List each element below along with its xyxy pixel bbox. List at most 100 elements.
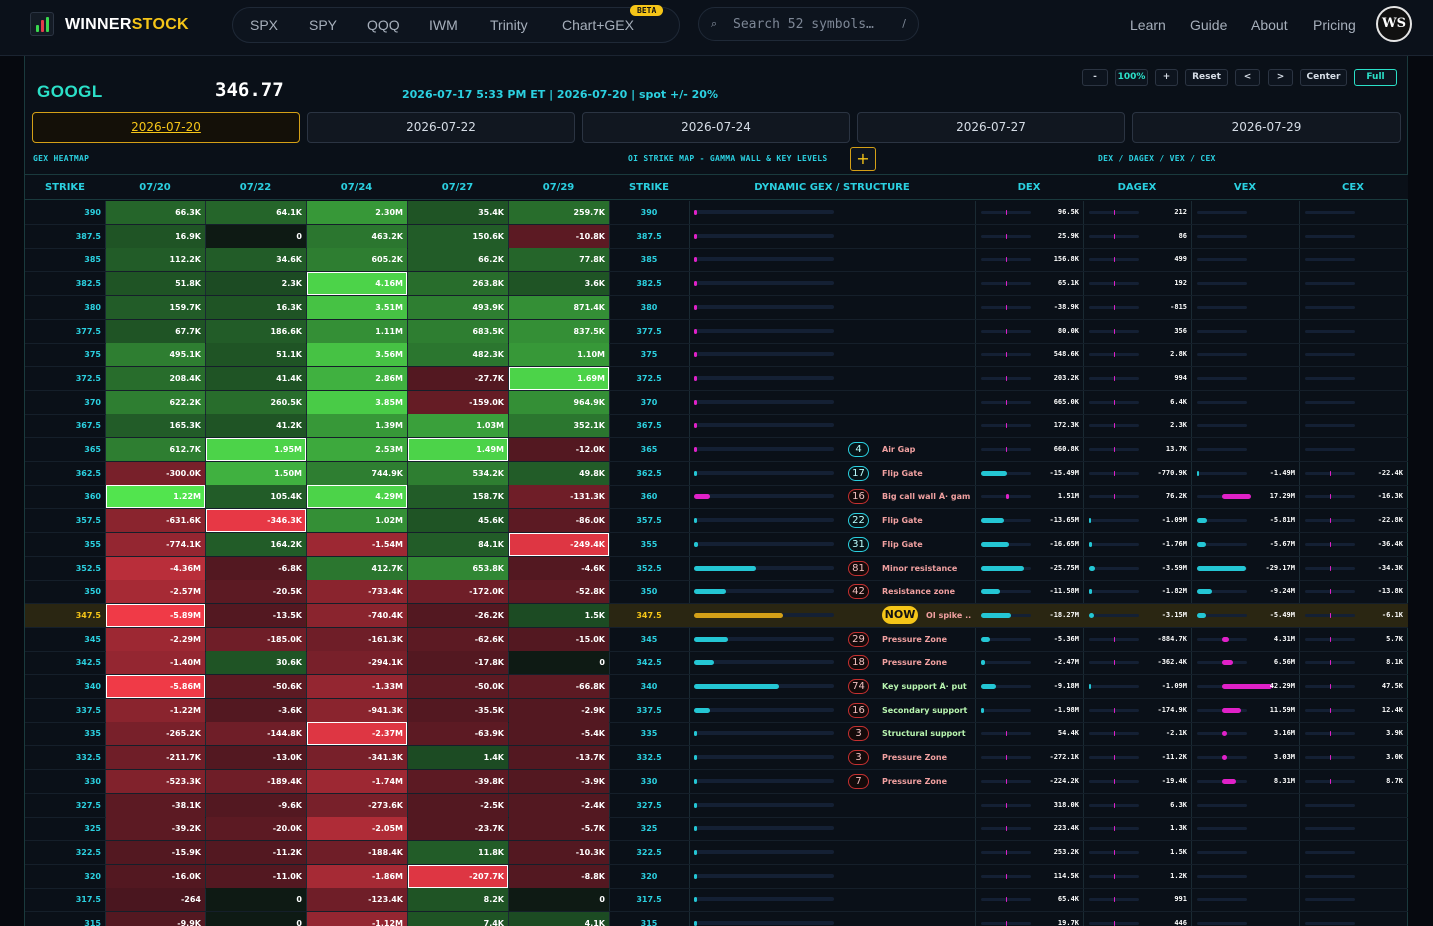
heatmap-cell[interactable]: 1.39M (307, 414, 407, 437)
heatmap-cell[interactable]: -50.0K (408, 675, 508, 698)
heatmap-cell[interactable]: -740.4K (307, 604, 407, 627)
heatmap-cell[interactable]: 683.5K (408, 320, 508, 343)
heatmap-cell[interactable]: -5.89M (106, 604, 205, 627)
heatmap-cell[interactable]: -189.4K (206, 770, 306, 793)
heatmap-cell[interactable]: -13.0K (206, 746, 306, 769)
heatmap-cell[interactable]: 0 (206, 225, 306, 248)
heatmap-cell[interactable]: -62.6K (408, 628, 508, 651)
heatmap-cell[interactable]: -631.6K (106, 509, 205, 532)
heatmap-cell[interactable]: 34.6K (206, 248, 306, 271)
heatmap-cell[interactable]: 622.2K (106, 391, 205, 414)
heatmap-cell[interactable]: -1.22M (106, 699, 205, 722)
heatmap-cell[interactable]: 16.3K (206, 296, 306, 319)
heatmap-cell[interactable]: -20.0K (206, 817, 306, 840)
prev-button[interactable]: < (1235, 69, 1260, 86)
heatmap-cell[interactable]: -159.0K (408, 391, 508, 414)
heatmap-cell[interactable]: 2.86M (307, 367, 407, 390)
nav-trinity[interactable]: Trinity (490, 17, 528, 33)
heatmap-cell[interactable]: -10.3K (509, 841, 609, 864)
heatmap-cell[interactable]: -66.8K (509, 675, 609, 698)
heatmap-cell[interactable]: 412.7K (307, 557, 407, 580)
nav-guide[interactable]: Guide (1190, 17, 1228, 33)
heatmap-cell[interactable]: -1.54M (307, 533, 407, 556)
heatmap-cell[interactable]: 4.16M (307, 272, 407, 295)
heatmap-cell[interactable]: -774.1K (106, 533, 205, 556)
heatmap-cell[interactable]: 837.5K (509, 320, 609, 343)
heatmap-cell[interactable]: 7.4K (408, 912, 508, 926)
heatmap-cell[interactable]: -2.37M (307, 722, 407, 745)
heatmap-cell[interactable]: -211.7K (106, 746, 205, 769)
search-input[interactable] (733, 17, 883, 32)
heatmap-cell[interactable]: 16.9K (106, 225, 205, 248)
search-box[interactable]: ⌕ / (698, 7, 919, 41)
heatmap-cell[interactable]: -17.8K (408, 651, 508, 674)
heatmap-cell[interactable]: -2.4K (509, 794, 609, 817)
heatmap-cell[interactable]: -294.1K (307, 651, 407, 674)
heatmap-cell[interactable]: -63.9K (408, 722, 508, 745)
heatmap-cell[interactable]: 159.7K (106, 296, 205, 319)
heatmap-cell[interactable]: -144.8K (206, 722, 306, 745)
add-level-button[interactable]: + (850, 147, 876, 171)
heatmap-cell[interactable]: 1.95M (206, 438, 306, 461)
zoom-level[interactable]: 100% (1115, 69, 1148, 86)
brand-name[interactable]: WINNERSTOCK (65, 16, 189, 33)
heatmap-cell[interactable]: 1.5K (509, 604, 609, 627)
heatmap-cell[interactable]: -1.33M (307, 675, 407, 698)
heatmap-cell[interactable]: 186.6K (206, 320, 306, 343)
heatmap-cell[interactable]: -207.7K (408, 865, 508, 888)
logo-icon[interactable] (30, 12, 54, 36)
tab-date-3[interactable]: 2026-07-24 (582, 112, 850, 143)
heatmap-cell[interactable]: -5.4K (509, 722, 609, 745)
heatmap-cell[interactable]: -52.8K (509, 580, 609, 603)
heatmap-cell[interactable]: 259.7K (509, 201, 609, 224)
heatmap-cell[interactable]: -2.5K (408, 794, 508, 817)
heatmap-cell[interactable]: 1.50M (206, 462, 306, 485)
nav-spy[interactable]: SPY (309, 17, 338, 33)
heatmap-cell[interactable]: 3.6K (509, 272, 609, 295)
heatmap-cell[interactable]: 35.4K (408, 201, 508, 224)
heatmap-cell[interactable]: 49.8K (509, 462, 609, 485)
heatmap-cell[interactable]: 2.53M (307, 438, 407, 461)
heatmap-cell[interactable]: -50.6K (206, 675, 306, 698)
heatmap-cell[interactable]: -2.57M (106, 580, 205, 603)
heatmap-cell[interactable]: -185.0K (206, 628, 306, 651)
heatmap-cell[interactable]: 260.5K (206, 391, 306, 414)
heatmap-cell[interactable]: 605.2K (307, 248, 407, 271)
heatmap-cell[interactable]: -161.3K (307, 628, 407, 651)
heatmap-cell[interactable]: -20.5K (206, 580, 306, 603)
heatmap-cell[interactable]: 208.4K (106, 367, 205, 390)
tab-date-4[interactable]: 2026-07-27 (857, 112, 1125, 143)
heatmap-cell[interactable]: -941.3K (307, 699, 407, 722)
heatmap-cell[interactable]: -264 (106, 888, 205, 911)
heatmap-cell[interactable]: 66.2K (408, 248, 508, 271)
heatmap-cell[interactable]: 1.11M (307, 320, 407, 343)
heatmap-cell[interactable]: 2.3K (206, 272, 306, 295)
heatmap-cell[interactable]: -4.36M (106, 557, 205, 580)
heatmap-cell[interactable]: -1.40M (106, 651, 205, 674)
heatmap-cell[interactable]: 0 (509, 888, 609, 911)
tab-date-1[interactable]: 2026-07-20 (32, 112, 300, 143)
heatmap-cell[interactable]: -39.8K (408, 770, 508, 793)
heatmap-cell[interactable]: 1.10M (509, 343, 609, 366)
heatmap-cell[interactable]: 2.30M (307, 201, 407, 224)
heatmap-cell[interactable]: -273.6K (307, 794, 407, 817)
heatmap-cell[interactable]: 51.8K (106, 272, 205, 295)
heatmap-cell[interactable]: 8.2K (408, 888, 508, 911)
heatmap-cell[interactable]: 463.2K (307, 225, 407, 248)
heatmap-cell[interactable]: 77.8K (509, 248, 609, 271)
heatmap-cell[interactable]: -27.7K (408, 367, 508, 390)
heatmap-cell[interactable]: -15.9K (106, 841, 205, 864)
heatmap-cell[interactable]: 1.02M (307, 509, 407, 532)
heatmap-cell[interactable]: -172.0K (408, 580, 508, 603)
heatmap-cell[interactable]: 1.4K (408, 746, 508, 769)
heatmap-cell[interactable]: -8.8K (509, 865, 609, 888)
heatmap-cell[interactable]: 744.9K (307, 462, 407, 485)
heatmap-cell[interactable]: 158.7K (408, 485, 508, 508)
zoom-out-button[interactable]: - (1082, 69, 1108, 86)
heatmap-cell[interactable]: -26.2K (408, 604, 508, 627)
heatmap-cell[interactable]: 0 (206, 888, 306, 911)
nav-qqq[interactable]: QQQ (367, 17, 400, 33)
heatmap-cell[interactable]: -1.12M (307, 912, 407, 926)
heatmap-cell[interactable]: 67.7K (106, 320, 205, 343)
heatmap-cell[interactable]: -188.4K (307, 841, 407, 864)
